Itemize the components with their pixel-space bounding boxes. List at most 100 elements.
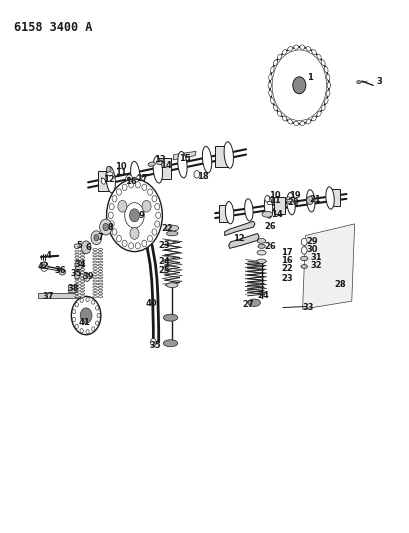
Circle shape (301, 238, 306, 246)
Ellipse shape (92, 286, 97, 288)
Ellipse shape (74, 272, 79, 273)
Ellipse shape (320, 105, 324, 111)
Ellipse shape (273, 60, 277, 66)
Ellipse shape (74, 251, 79, 252)
Circle shape (91, 300, 94, 304)
Circle shape (154, 204, 159, 210)
Ellipse shape (92, 274, 97, 276)
Ellipse shape (257, 244, 265, 248)
Text: 22: 22 (161, 224, 173, 232)
Text: 39: 39 (82, 272, 93, 280)
Ellipse shape (80, 272, 85, 273)
Text: 27: 27 (242, 300, 253, 309)
Ellipse shape (300, 265, 307, 269)
Text: 29: 29 (306, 238, 317, 246)
Circle shape (103, 223, 108, 231)
Ellipse shape (98, 289, 102, 292)
Ellipse shape (163, 314, 178, 321)
Text: 30: 30 (306, 245, 317, 254)
Polygon shape (218, 205, 230, 222)
Circle shape (142, 200, 151, 212)
Ellipse shape (74, 274, 79, 277)
Circle shape (292, 77, 305, 94)
Ellipse shape (316, 54, 320, 59)
Text: 15: 15 (178, 154, 190, 163)
Ellipse shape (74, 253, 79, 255)
Circle shape (81, 241, 91, 254)
Text: 12: 12 (232, 234, 244, 243)
Circle shape (95, 321, 99, 325)
Ellipse shape (264, 196, 272, 218)
Text: 25: 25 (158, 266, 169, 275)
Circle shape (127, 177, 131, 182)
Ellipse shape (80, 284, 85, 286)
Ellipse shape (98, 252, 102, 254)
Ellipse shape (80, 253, 85, 255)
Text: 18: 18 (197, 173, 208, 181)
Circle shape (129, 209, 139, 222)
Ellipse shape (74, 262, 79, 264)
Polygon shape (173, 151, 196, 160)
Text: 23: 23 (281, 274, 292, 282)
Ellipse shape (324, 67, 327, 72)
Text: 13: 13 (154, 156, 165, 164)
Text: 5: 5 (76, 241, 82, 249)
Ellipse shape (92, 268, 97, 269)
Polygon shape (224, 221, 254, 236)
Ellipse shape (267, 82, 271, 88)
Circle shape (147, 236, 152, 242)
Ellipse shape (163, 340, 178, 346)
Text: 14: 14 (160, 161, 171, 170)
Text: 24: 24 (257, 291, 268, 300)
Text: 8: 8 (108, 223, 113, 231)
Ellipse shape (305, 119, 310, 124)
Circle shape (128, 243, 133, 249)
Ellipse shape (316, 111, 320, 117)
Circle shape (75, 324, 78, 328)
Ellipse shape (268, 90, 272, 96)
Text: 19: 19 (288, 191, 299, 199)
Circle shape (193, 171, 199, 178)
Ellipse shape (80, 265, 85, 268)
Circle shape (74, 271, 80, 279)
Text: 11: 11 (268, 197, 280, 205)
Text: 14: 14 (271, 211, 282, 219)
Ellipse shape (74, 244, 80, 248)
Ellipse shape (80, 278, 85, 279)
Ellipse shape (92, 271, 97, 272)
Circle shape (150, 338, 156, 346)
Circle shape (108, 212, 113, 219)
Text: 6158 3400 A: 6158 3400 A (14, 21, 92, 34)
Polygon shape (228, 233, 258, 248)
Circle shape (269, 47, 328, 124)
Ellipse shape (311, 116, 316, 121)
Circle shape (152, 196, 157, 202)
Ellipse shape (326, 90, 329, 96)
Circle shape (306, 196, 312, 205)
Ellipse shape (293, 122, 298, 126)
Ellipse shape (98, 296, 102, 297)
Ellipse shape (74, 265, 79, 268)
Ellipse shape (80, 274, 85, 277)
Text: 31: 31 (310, 254, 321, 262)
Ellipse shape (267, 201, 272, 205)
Ellipse shape (106, 166, 115, 193)
Ellipse shape (287, 119, 292, 124)
Text: 38: 38 (67, 285, 79, 293)
Ellipse shape (153, 157, 162, 183)
Ellipse shape (74, 281, 79, 282)
Ellipse shape (74, 296, 79, 297)
Circle shape (124, 203, 144, 228)
Ellipse shape (166, 282, 178, 288)
Text: 16: 16 (125, 177, 137, 185)
Circle shape (142, 184, 146, 190)
Ellipse shape (130, 161, 139, 188)
Ellipse shape (74, 287, 79, 288)
Circle shape (122, 184, 127, 190)
Circle shape (142, 240, 146, 247)
Polygon shape (157, 158, 170, 179)
Ellipse shape (92, 277, 97, 279)
Circle shape (86, 297, 89, 302)
Ellipse shape (80, 256, 85, 259)
Ellipse shape (224, 142, 233, 168)
